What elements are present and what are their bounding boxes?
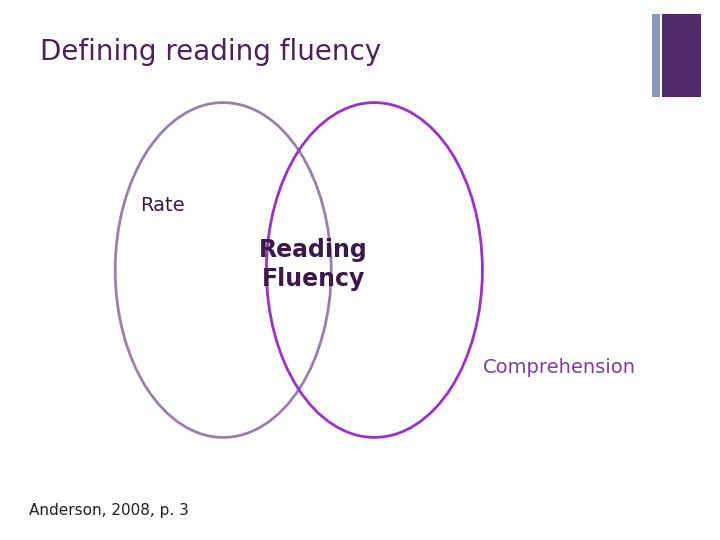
Text: Rate: Rate <box>140 195 185 215</box>
Text: Comprehension: Comprehension <box>482 357 636 377</box>
Bar <box>652 14 660 97</box>
Bar <box>662 14 701 97</box>
Text: Anderson, 2008, p. 3: Anderson, 2008, p. 3 <box>29 503 189 518</box>
Text: Defining reading fluency: Defining reading fluency <box>40 38 381 66</box>
Text: Reading
Fluency: Reading Fluency <box>258 238 368 292</box>
